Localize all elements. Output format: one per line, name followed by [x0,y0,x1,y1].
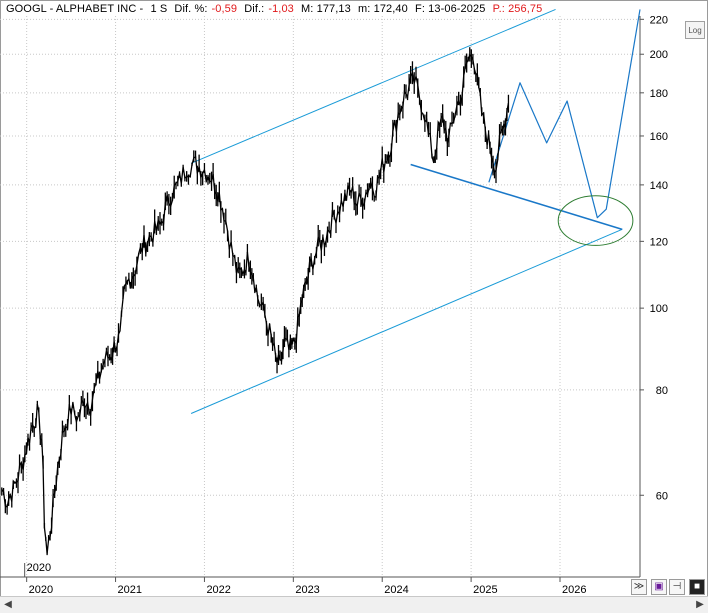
y-tick-label: 80 [656,385,668,397]
x-tick-label: 2023 [295,584,319,596]
scroll-bar[interactable] [0,596,708,613]
expand-icon[interactable]: ≫ [631,579,647,595]
y-tick-label: 120 [650,236,668,248]
x-tick-label: 2026 [562,584,586,596]
save-icon[interactable]: ▣ [651,579,667,595]
price-value: P.: 256,75 [492,3,543,15]
y-tick-label: 60 [656,490,668,502]
axes: 60 80 100 120 140 160 180 200 220 2020 2021 2022 202… [0,14,668,596]
dif-value: -1,03 [268,3,294,15]
min-value: m: 172,40 [358,3,408,15]
y-tick-label: 160 [650,131,668,143]
channel-lower-line [190,228,623,414]
projection-line [488,9,641,219]
price-line [1,53,510,554]
close-panel-icon[interactable]: ■ [689,579,705,595]
support-line [410,163,623,231]
pin-icon[interactable]: ⊣ [669,579,685,595]
y-tick-label: 140 [650,180,668,192]
target-zone-ellipse [557,195,634,246]
y-tick-label: 180 [650,88,668,100]
y-tick-label: 100 [650,303,668,315]
channel-upper-line [190,8,556,164]
x-tick-label: 2021 [118,584,142,596]
scroll-left-icon[interactable]: ◀ [4,599,12,610]
x-tick-label: 2022 [206,584,230,596]
dif-pct-value: -0,59 [211,3,238,15]
price-series [1,47,510,556]
timeframe-label: 1 S [150,3,168,15]
scroll-right-icon[interactable]: ▶ [696,599,704,610]
period-marker-label: 2020 [27,562,51,574]
overlays [190,8,641,414]
dif-pct-label: Dif. %: [174,3,208,15]
symbol-label: GOOGL - ALPHABET INC - [6,3,144,15]
info-bar: GOOGL - ALPHABET INC - 1 S Dif. %: -0,59 … [6,3,546,15]
x-tick-label: 2020 [29,584,53,596]
date-value: F: 13-06-2025 [415,3,486,15]
dif-label: Dif.: [244,3,265,15]
x-tick-label: 2024 [384,584,408,596]
y-tick-label: 220 [650,14,668,26]
y-tick-label: 200 [650,49,668,61]
x-tick-label: 2025 [473,584,497,596]
log-scale-button[interactable]: Log [685,21,705,39]
max-value: M: 177,13 [301,3,351,15]
grid-lines [0,16,640,577]
